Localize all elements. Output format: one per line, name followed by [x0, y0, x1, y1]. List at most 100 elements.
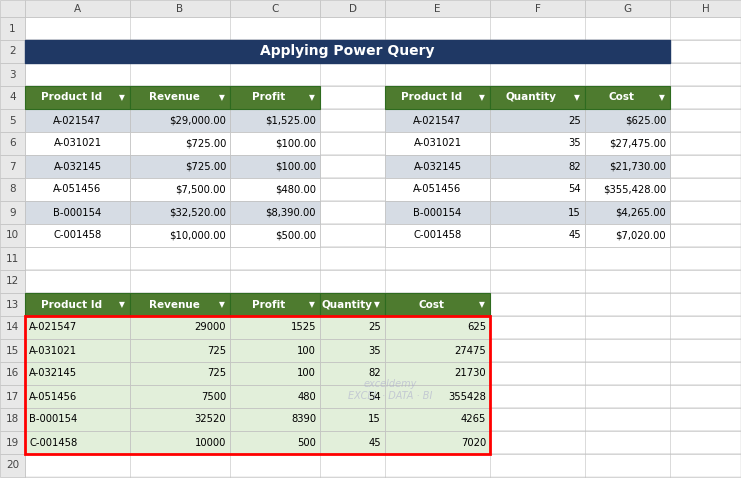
Bar: [385, 201, 490, 224]
Text: A-031021: A-031021: [53, 138, 102, 148]
Text: B: B: [176, 4, 184, 14]
Text: 35: 35: [368, 346, 381, 356]
Text: Profit: Profit: [253, 92, 285, 102]
Bar: [385, 431, 490, 454]
Text: 15: 15: [368, 414, 381, 424]
Text: 8390: 8390: [291, 414, 316, 424]
Bar: [385, 132, 490, 155]
Bar: [25, 431, 741, 454]
Text: $8,390.00: $8,390.00: [265, 208, 316, 218]
Bar: [130, 86, 230, 109]
Text: 7500: 7500: [201, 392, 226, 402]
Text: ▼: ▼: [309, 93, 315, 102]
Text: A-051456: A-051456: [53, 184, 102, 194]
Bar: [25, 224, 741, 247]
Bar: [490, 132, 585, 155]
Text: $480.00: $480.00: [275, 184, 316, 194]
Bar: [490, 109, 585, 132]
Bar: [230, 201, 320, 224]
Text: 82: 82: [368, 368, 381, 378]
Text: $4,265.00: $4,265.00: [615, 208, 666, 218]
Text: C-001458: C-001458: [413, 230, 462, 240]
Bar: [320, 431, 385, 454]
Text: Revenue: Revenue: [148, 92, 199, 102]
Text: 7: 7: [9, 162, 16, 172]
Text: Cost: Cost: [608, 92, 634, 102]
Bar: [25, 63, 741, 86]
Bar: [130, 431, 230, 454]
Text: $32,520.00: $32,520.00: [169, 208, 226, 218]
Text: Product Id: Product Id: [401, 92, 462, 102]
Bar: [25, 109, 741, 132]
Text: 25: 25: [568, 116, 581, 126]
Text: $625.00: $625.00: [625, 116, 666, 126]
Bar: [130, 339, 230, 362]
Text: 45: 45: [568, 230, 581, 240]
Text: 355428: 355428: [448, 392, 486, 402]
Text: $10,000.00: $10,000.00: [169, 230, 226, 240]
Bar: [585, 86, 670, 109]
Bar: [320, 385, 385, 408]
Text: 5: 5: [9, 116, 16, 126]
Bar: [385, 339, 490, 362]
Bar: [490, 201, 585, 224]
Text: B-000154: B-000154: [29, 414, 77, 424]
Bar: [25, 408, 741, 431]
Bar: [385, 408, 490, 431]
Text: H: H: [702, 4, 709, 14]
Text: A-032145: A-032145: [413, 162, 462, 172]
Bar: [385, 86, 490, 109]
Bar: [25, 17, 741, 40]
Text: $27,475.00: $27,475.00: [609, 138, 666, 148]
Text: $7,020.00: $7,020.00: [615, 230, 666, 240]
Text: 100: 100: [297, 346, 316, 356]
Text: 29000: 29000: [194, 322, 226, 332]
Text: ▼: ▼: [119, 300, 125, 309]
Bar: [25, 339, 130, 362]
Text: 32520: 32520: [194, 414, 226, 424]
Bar: [130, 0, 230, 17]
Bar: [230, 0, 320, 17]
Text: 1525: 1525: [290, 322, 316, 332]
Bar: [130, 362, 230, 385]
Bar: [0, 431, 25, 454]
Text: $725.00: $725.00: [185, 162, 226, 172]
Bar: [25, 454, 741, 477]
Bar: [25, 431, 130, 454]
Bar: [25, 0, 130, 17]
Text: ▼: ▼: [119, 93, 125, 102]
Text: ▼: ▼: [309, 300, 315, 309]
Bar: [0, 63, 25, 86]
Text: A-031021: A-031021: [29, 346, 77, 356]
Text: 625: 625: [467, 322, 486, 332]
Text: A-031021: A-031021: [413, 138, 462, 148]
Bar: [130, 293, 230, 316]
Bar: [0, 178, 25, 201]
Text: 725: 725: [207, 346, 226, 356]
Bar: [130, 178, 230, 201]
Text: ▼: ▼: [374, 300, 380, 309]
Bar: [0, 293, 25, 316]
Bar: [130, 201, 230, 224]
Bar: [25, 408, 130, 431]
Bar: [25, 178, 130, 201]
Text: Quantity: Quantity: [321, 300, 372, 310]
Text: 1: 1: [9, 24, 16, 34]
Bar: [25, 316, 490, 454]
Text: Applying Power Query: Applying Power Query: [260, 44, 435, 59]
Bar: [320, 0, 385, 17]
Bar: [25, 132, 130, 155]
Bar: [320, 408, 385, 431]
Bar: [230, 293, 320, 316]
Bar: [385, 178, 490, 201]
Text: 11: 11: [6, 254, 19, 264]
Bar: [0, 109, 25, 132]
Bar: [385, 316, 490, 339]
Bar: [320, 316, 385, 339]
Text: ▼: ▼: [219, 300, 225, 309]
Text: 10000: 10000: [195, 438, 226, 448]
Text: A-021547: A-021547: [29, 322, 77, 332]
Text: exceldemy
EXCEL · DATA · BI: exceldemy EXCEL · DATA · BI: [348, 379, 432, 401]
Text: 10: 10: [6, 230, 19, 240]
Bar: [230, 109, 320, 132]
